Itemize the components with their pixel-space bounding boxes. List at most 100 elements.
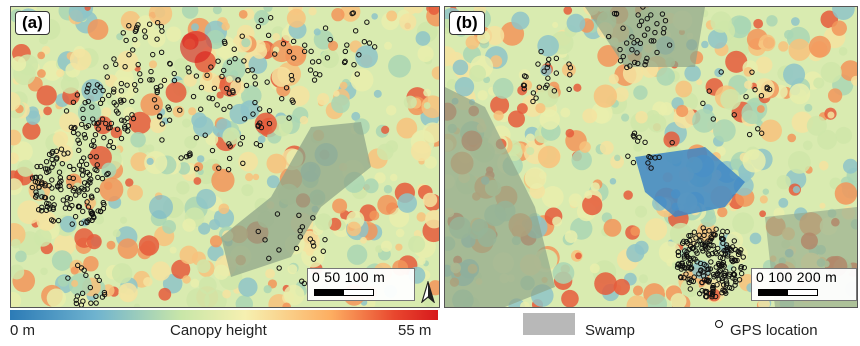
gps-marker xyxy=(83,272,89,279)
gps-marker xyxy=(735,251,742,258)
gps-marker xyxy=(167,60,173,67)
gps-marker xyxy=(659,11,666,17)
gps-marker xyxy=(720,259,727,266)
gps-marker xyxy=(708,234,714,240)
gps-marker xyxy=(681,253,688,259)
gps-marker xyxy=(38,208,45,214)
gps-marker xyxy=(544,82,550,88)
gps-marker xyxy=(646,153,652,160)
gps-marker xyxy=(606,33,612,40)
gps-marker xyxy=(299,224,306,230)
gps-marker xyxy=(710,116,717,122)
gps-marker xyxy=(86,178,92,184)
map-panel-a: (a) 0 50 100 m xyxy=(10,6,440,308)
gps-marker xyxy=(91,143,97,149)
gps-marker xyxy=(729,244,736,250)
gps-marker xyxy=(301,280,307,287)
gps-marker xyxy=(111,86,117,92)
scale-graphic-b xyxy=(758,289,818,296)
gps-marker xyxy=(722,288,728,295)
gps-marker xyxy=(738,263,745,270)
gps-marker xyxy=(70,175,76,182)
gps-marker xyxy=(553,70,560,76)
gps-marker xyxy=(118,99,124,105)
gps-marker xyxy=(161,77,168,84)
gps-marker xyxy=(297,227,303,234)
gps-marker xyxy=(75,131,81,137)
gps-marker xyxy=(567,65,574,71)
gps-marker xyxy=(250,111,256,117)
gps-marker xyxy=(133,87,139,93)
gps-marker xyxy=(146,21,153,27)
gps-marker xyxy=(131,81,138,88)
gps-marker xyxy=(630,159,637,166)
gps-marker xyxy=(243,82,250,89)
gps-marker xyxy=(107,124,113,131)
gps-marker xyxy=(758,93,765,99)
gps-marker xyxy=(675,249,682,255)
gps-marker xyxy=(694,250,700,256)
gps-marker xyxy=(713,226,719,232)
gps-marker xyxy=(80,115,86,122)
gps-marker xyxy=(636,22,643,29)
gps-marker xyxy=(147,77,153,83)
gps-marker xyxy=(307,67,314,73)
gps-marker xyxy=(256,106,263,112)
gps-marker xyxy=(716,269,722,275)
gps-marker xyxy=(708,259,714,265)
gps-marker xyxy=(93,154,99,160)
gps-marker xyxy=(111,56,117,62)
gps-marker xyxy=(38,163,44,170)
gps-marker xyxy=(536,84,543,90)
gps-marker xyxy=(224,85,230,92)
gps-marker xyxy=(94,273,100,280)
gps-marker xyxy=(55,217,62,224)
gps-marker xyxy=(654,49,660,56)
gps-marker xyxy=(674,264,681,270)
gps-marker xyxy=(219,73,225,80)
gps-marker xyxy=(642,139,648,146)
gps-marker xyxy=(63,108,70,114)
gps-marker xyxy=(687,232,694,239)
gps-marker xyxy=(255,122,261,128)
gps-marker xyxy=(308,48,314,55)
gps-marker xyxy=(92,166,98,173)
gps-marker xyxy=(202,132,208,138)
gps-marker xyxy=(310,256,317,262)
gps-marker xyxy=(29,175,36,181)
gps-marker xyxy=(361,39,368,45)
gps-marker xyxy=(354,71,360,77)
gps-marker xyxy=(283,85,290,91)
gps-marker xyxy=(110,89,117,95)
gps-marker xyxy=(166,117,173,123)
gps-marker xyxy=(611,10,618,17)
gps-marker xyxy=(352,28,359,34)
gps-marker xyxy=(83,124,89,130)
gps-marker xyxy=(186,69,192,75)
gps-marker xyxy=(208,64,214,70)
gps-marker xyxy=(85,98,92,105)
gps-marker xyxy=(222,40,228,46)
gps-marker xyxy=(232,55,238,62)
gps-marker xyxy=(66,163,73,170)
gps-marker xyxy=(638,18,645,24)
gps-marker xyxy=(126,52,132,58)
gps-marker xyxy=(651,38,657,44)
gps-marker xyxy=(317,72,323,78)
gps-marker xyxy=(687,276,693,282)
gps-marker xyxy=(720,262,726,268)
gps-marker xyxy=(82,99,88,106)
gps-marker xyxy=(190,93,197,100)
gps-marker xyxy=(731,238,738,244)
gps-marker xyxy=(86,82,92,88)
gps-marker xyxy=(137,77,144,84)
scale-text-b: 0 100 200 m xyxy=(756,269,838,285)
scale-graphic-a xyxy=(314,289,374,296)
gps-marker xyxy=(198,106,204,112)
gps-marker xyxy=(166,106,172,113)
gps-marker xyxy=(734,257,740,264)
gps-marker xyxy=(227,143,233,149)
scale-text-a: 0 50 100 m xyxy=(312,269,386,285)
gps-marker xyxy=(264,79,270,85)
gps-marker xyxy=(65,150,71,156)
